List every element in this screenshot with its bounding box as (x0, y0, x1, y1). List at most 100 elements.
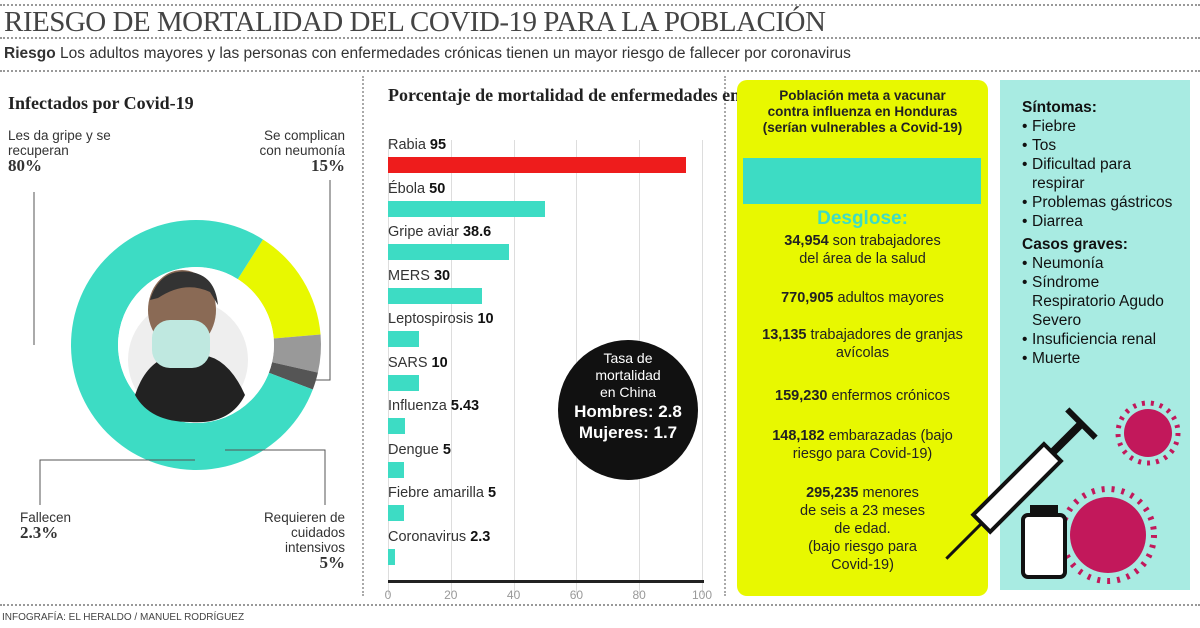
label-text: Requieren de cuidados intensivos (263, 510, 345, 555)
bar-category: Gripe aviar (388, 224, 459, 240)
item-number: 34,954 (784, 233, 829, 249)
bar-value: 50 (429, 180, 446, 197)
infected-heading: Infectados por Covid-19 (8, 93, 194, 113)
gridline (702, 140, 703, 595)
symptom-text: Tos (1032, 137, 1057, 154)
bar-label: Dengue 5 (388, 442, 451, 458)
x-tick-label: 80 (632, 588, 646, 602)
symptom-item: • Muerte (1022, 349, 1187, 368)
item-number: 159,230 (775, 388, 828, 404)
x-tick-label: 20 (444, 588, 458, 602)
donut-slice-3 (268, 362, 318, 390)
bar (388, 287, 483, 304)
symptom-text: Dificultad para respirar (1032, 156, 1132, 192)
item-text: adultos mayores (833, 290, 944, 306)
bar-label: Influenza 5.43 (388, 398, 479, 414)
bar-label: Leptospirosis 10 (388, 311, 494, 327)
bar-label: SARS 10 (388, 355, 448, 371)
china-text: en China (599, 384, 657, 400)
syringe-icon (945, 407, 1098, 560)
bar-category: Ébola (388, 180, 426, 197)
symptoms-heading: Síntomas: (1022, 99, 1097, 116)
item-text: riesgo para Covid-19) (792, 446, 933, 462)
gridline (513, 140, 515, 595)
bar (388, 331, 420, 347)
bar (388, 548, 396, 565)
bar-label: Fiebre amarilla 5 (388, 485, 496, 501)
bar-label: Gripe aviar 38.6 (388, 224, 491, 240)
bar-value: 30 (433, 267, 451, 284)
bullet-icon: • (1022, 137, 1028, 154)
breakdown-item: 295,235 menores de seis a 23 meses de edad… (737, 484, 988, 574)
bar (388, 461, 404, 478)
vaccine-panel: Población meta a vacunar contra influenz… (737, 80, 988, 596)
bar-label: Rabia 95 (388, 137, 446, 153)
bar-category: Leptospirosis (388, 311, 474, 327)
symptom-text: Neumonía (1032, 255, 1104, 272)
symptom-text: Fiebre (1032, 118, 1076, 135)
leader-line (39, 459, 195, 505)
symptom-item: • Diarrea (1022, 212, 1187, 231)
bar-category: Dengue (388, 441, 439, 458)
bullet-icon: • (1022, 331, 1028, 348)
bullet-icon: • (1022, 274, 1028, 291)
symptom-item: • Dificultad para respirar (1022, 155, 1187, 193)
item-number: 770,905 (781, 290, 834, 306)
leader-line (225, 449, 326, 505)
item-text: del área de la salud (799, 251, 926, 267)
bullet-icon: • (1022, 194, 1028, 211)
item-text: menores (858, 485, 919, 501)
bar (388, 200, 545, 217)
x-tick-label: 0 (384, 588, 392, 602)
virus-icon (1115, 400, 1181, 466)
china-text: Tasa de (603, 350, 653, 366)
symptom-text: Problemas gástricos (1032, 194, 1173, 211)
breakdown-item: 148,182 embarazadas (bajo riesgo para Cov… (737, 427, 988, 463)
label-die: Fallecen 2.3% (20, 510, 72, 541)
bar-value: 5 (487, 485, 497, 501)
bar-label: MERS 30 (388, 268, 450, 284)
bar-value: 38.6 (462, 224, 492, 240)
x-tick-label: 60 (569, 588, 584, 602)
label-icu: Requieren de cuidados intensivos 5% (250, 510, 346, 572)
heading-line: contra influenza en Honduras (767, 104, 958, 119)
bar (388, 418, 406, 434)
item-text: enfermos crónicos (827, 388, 950, 404)
label-text: Fallecen (20, 510, 72, 525)
symptom-item: • Síndrome Respiratorio Agudo Severo (1022, 273, 1187, 330)
breakdown-item: 159,230 enfermos crónicos (737, 387, 988, 405)
person-photo (128, 270, 248, 423)
label-pct: 80% (8, 156, 42, 175)
bar (388, 244, 510, 260)
bar-value: 10 (431, 354, 448, 371)
vial-icon (1021, 505, 1067, 579)
credit: INFOGRAFÍA: EL HERALDO / MANUEL RODRÍGUE… (2, 612, 245, 623)
label-pct: 5% (319, 553, 346, 572)
bar (388, 374, 420, 391)
total-box (743, 158, 981, 204)
breakdown-item: 34,954 son trabajadores del área de la sa… (737, 232, 988, 268)
vaccine-heading: Población meta a vacunar contra influenz… (737, 88, 988, 136)
gridline (450, 140, 452, 595)
item-text: embarazadas (bajo (824, 428, 953, 444)
label-text: Les da gripe y se recuperan (8, 128, 111, 158)
bullet-icon: • (1022, 156, 1028, 173)
label-recover: Les da gripe y se recuperan 80% (8, 128, 128, 175)
item-number: 148,182 (772, 428, 825, 444)
item-text: trabajadores de granjas (806, 327, 963, 343)
bar-label: Ébola 50 (388, 181, 445, 197)
x-tick-label: 40 (506, 588, 521, 602)
donut-slice-2 (272, 334, 321, 373)
bar-category: Influenza (388, 398, 447, 414)
bar-value: 5.43 (450, 398, 480, 414)
bar-value: 10 (477, 311, 494, 327)
label-pct: 15% (311, 156, 345, 175)
item-text: Covid-19) (831, 557, 894, 573)
symptom-item: • Neumonía (1022, 254, 1187, 273)
gridline (388, 140, 389, 595)
symptom-text: Síndrome Respiratorio Agudo Severo (1032, 274, 1164, 329)
bar-value: 5 (442, 441, 451, 458)
bar (388, 505, 404, 521)
donut-chart (33, 180, 331, 505)
breakdown-item: 13,135 trabajadores de granjas avícolas (737, 326, 988, 362)
